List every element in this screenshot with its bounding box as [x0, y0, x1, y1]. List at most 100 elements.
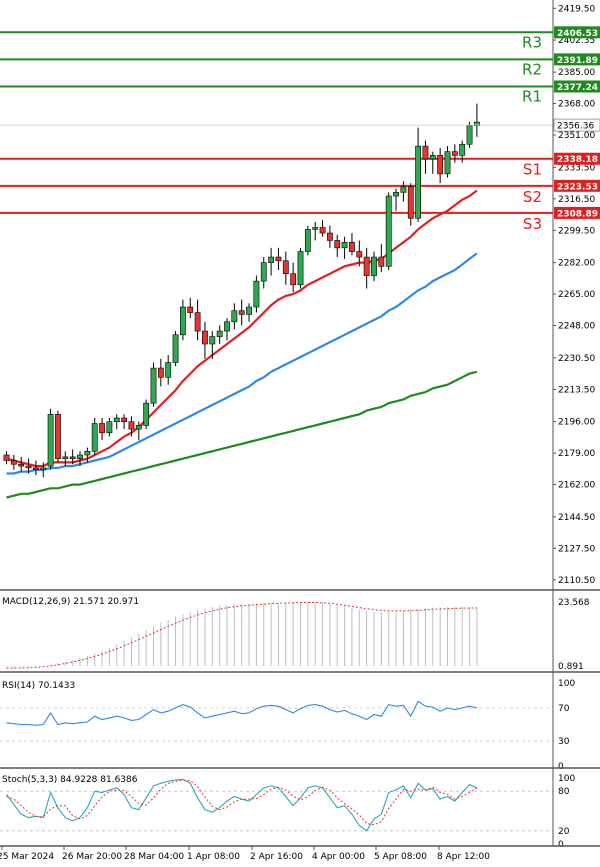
ma-line [6, 252, 478, 475]
rsi-axis: 100 70 30 0 [0, 679, 575, 772]
candle-body [304, 229, 311, 252]
candle-body [363, 256, 370, 276]
price-tick-label: 2282.00 [558, 259, 595, 269]
time-axis: 25 Mar 2024 26 Mar 20:00 28 Mar 04:00 1 Apr… [0, 846, 490, 862]
candle-body [253, 280, 260, 308]
candle-body [157, 367, 164, 378]
time-tick-label: 28 Mar 04:00 [124, 852, 184, 862]
candle-body [62, 456, 69, 459]
price-tick-label: 2419.50 [558, 4, 595, 14]
candle-body [282, 260, 289, 275]
rsi-tick-label: 0 [558, 762, 564, 772]
level-tag-bg [554, 206, 600, 219]
macd-signal-line [6, 602, 477, 669]
moving-averages [6, 189, 478, 499]
price-tick-label: 2316.50 [558, 195, 595, 205]
macd-label: MACD(12,26,9) 21.571 20.971 [2, 597, 139, 607]
level-label-r3: R3 [522, 33, 542, 51]
macd-pane: MACD(12,26,9) 21.571 20.971 23.568 0.891 [2, 597, 590, 672]
price-tick-label: 2402.35 [558, 36, 595, 46]
candle-body [297, 251, 304, 286]
price-tick-label: 2230.50 [558, 354, 595, 364]
candle-body [47, 413, 54, 467]
macd-histogram [6, 601, 478, 668]
candle-body [356, 251, 363, 258]
price-tick-label: 2333.50 [558, 163, 595, 173]
price-tick-label: 2248.00 [558, 322, 595, 332]
macd-tick-label: 23.568 [558, 598, 590, 608]
level-label-r1: R1 [522, 87, 542, 105]
macd-signal-path [6, 602, 477, 669]
stoch-tick-label: 80 [558, 787, 570, 797]
price-tick-label: 2179.00 [558, 449, 595, 459]
level-label-s3: S3 [523, 215, 542, 233]
candle-body [312, 227, 319, 230]
rsi-tick-label: 30 [558, 737, 570, 747]
candle-body [165, 362, 172, 378]
candle-body [128, 421, 135, 430]
level-label-s2: S2 [523, 188, 542, 206]
time-tick-label: 4 Apr 00:00 [312, 852, 365, 862]
candles [3, 103, 480, 478]
time-tick-label: 26 Mar 20:00 [62, 852, 122, 862]
candle-body [209, 336, 216, 345]
candle-body [429, 155, 436, 160]
candle-body [91, 423, 98, 452]
candle-body [121, 417, 127, 422]
stoch-k-path [6, 778, 478, 832]
stoch-axis: 100 80 20 0 [0, 774, 575, 850]
rsi-line [6, 700, 478, 726]
candle-body [275, 256, 282, 262]
level-tag-bg [554, 80, 600, 93]
candle-body [349, 241, 355, 252]
candle-body [385, 195, 392, 267]
candle-body [77, 454, 83, 459]
level-tag-bg [554, 26, 600, 39]
stoch-tick-label: 100 [558, 774, 575, 784]
level-tag-text: 2308.89 [557, 209, 598, 219]
candle-body [341, 241, 348, 249]
candle-body [10, 460, 17, 465]
price-tick-label: 2368.00 [558, 100, 595, 110]
candle-body [437, 155, 444, 175]
candle-body [473, 121, 480, 127]
candle-body [334, 240, 341, 249]
stoch-d-path [6, 779, 478, 826]
price-tick-label: 2351.00 [558, 131, 595, 141]
candle-body [260, 262, 267, 282]
current-price-marker: 2356.36 [0, 118, 600, 132]
time-tick-label: 2 Apr 16:00 [250, 852, 303, 862]
candle-body [84, 450, 91, 456]
level-label-r2: R2 [522, 60, 542, 78]
macd-tick-label: 0.891 [558, 662, 584, 672]
level-tag-text: 2323.53 [557, 182, 598, 192]
level-tag-text: 2391.89 [557, 56, 598, 66]
rsi-label: RSI(14) 70.1433 [2, 681, 75, 691]
time-tick-label: 1 Apr 08:00 [187, 852, 240, 862]
candle-body [422, 145, 429, 160]
current-price-tag-bg [553, 118, 600, 132]
time-tick-label: 5 Apr 08:00 [374, 852, 427, 862]
rsi-path [6, 700, 478, 726]
candle-body [187, 306, 194, 313]
level-tag-text: 2377.24 [557, 83, 598, 93]
candle-body [202, 330, 208, 345]
pane-frames [0, 0, 600, 847]
candle-body [466, 125, 473, 145]
rsi-pane: RSI(14) 70.1433 100 70 30 0 [0, 679, 575, 772]
ma-line [6, 370, 478, 499]
candle-body [106, 421, 113, 434]
price-tick-label: 2196.00 [558, 418, 595, 428]
level-tag-bg [554, 179, 600, 192]
candle-body [69, 456, 76, 459]
price-tick-label: 2144.50 [558, 513, 595, 523]
candle-body [451, 151, 458, 156]
price-tick-label: 2162.00 [558, 481, 595, 491]
candle-body [99, 423, 105, 434]
candle-body [25, 465, 32, 469]
candle-body [194, 312, 201, 332]
candle-body [290, 273, 297, 286]
candle-body [415, 145, 421, 219]
